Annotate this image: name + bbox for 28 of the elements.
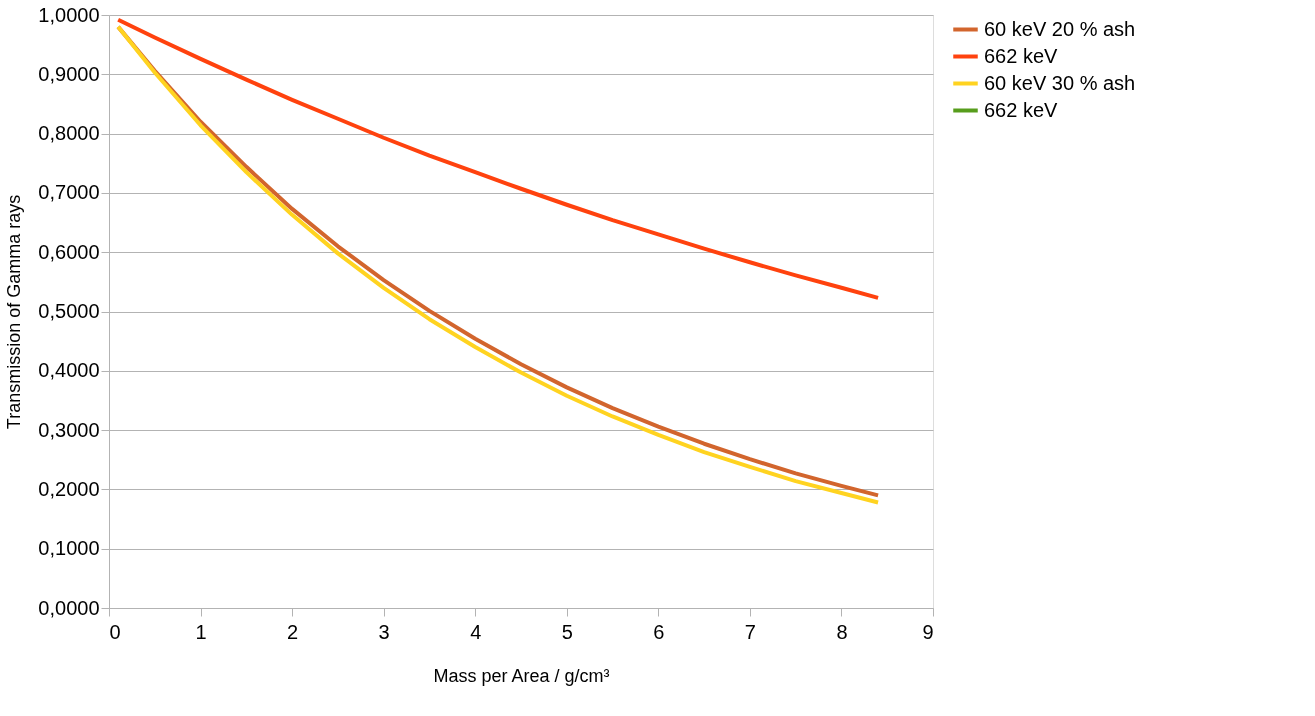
x-tick-label: 3 [378,620,390,643]
y-tick-label: 0,8000 [38,122,100,145]
y-tick-label: 0,4000 [38,359,100,382]
y-axis-title: Transmission of Gamma rays [4,194,25,430]
legend-label: 60 keV 20 % ash [984,17,1136,40]
y-tick-label: 0,6000 [38,240,100,263]
y-tick-label: 0,0000 [38,596,100,619]
y-tick-label: 0,7000 [38,181,100,204]
x-tick-label: 2 [287,620,299,643]
x-tick-label: 5 [561,620,573,643]
y-tick-label: 0,3000 [38,418,100,441]
y-tick-label: 0,2000 [38,477,100,500]
y-tick-label: 0,1000 [38,537,100,560]
x-tick-label: 9 [922,620,934,643]
x-tick-label: 6 [653,620,665,643]
x-tick-label: 7 [744,620,756,643]
legend-label: 662 keV [984,98,1059,121]
x-tick-label: 8 [836,620,848,643]
x-tick-label: 4 [470,620,482,643]
line-series [116,17,881,300]
x-tick-label: 1 [195,620,207,643]
legend-label: 60 keV 30 % ash [984,71,1136,94]
legend-label: 662 keV [984,44,1059,67]
y-tick-label: 0,5000 [38,300,100,322]
y-tick-label: 0,9000 [38,62,100,85]
y-tick-label: 1,0000 [38,3,100,26]
x-axis-title: Mass per Area / g/cm³ [433,665,610,686]
x-tick-label: 0 [109,620,121,643]
